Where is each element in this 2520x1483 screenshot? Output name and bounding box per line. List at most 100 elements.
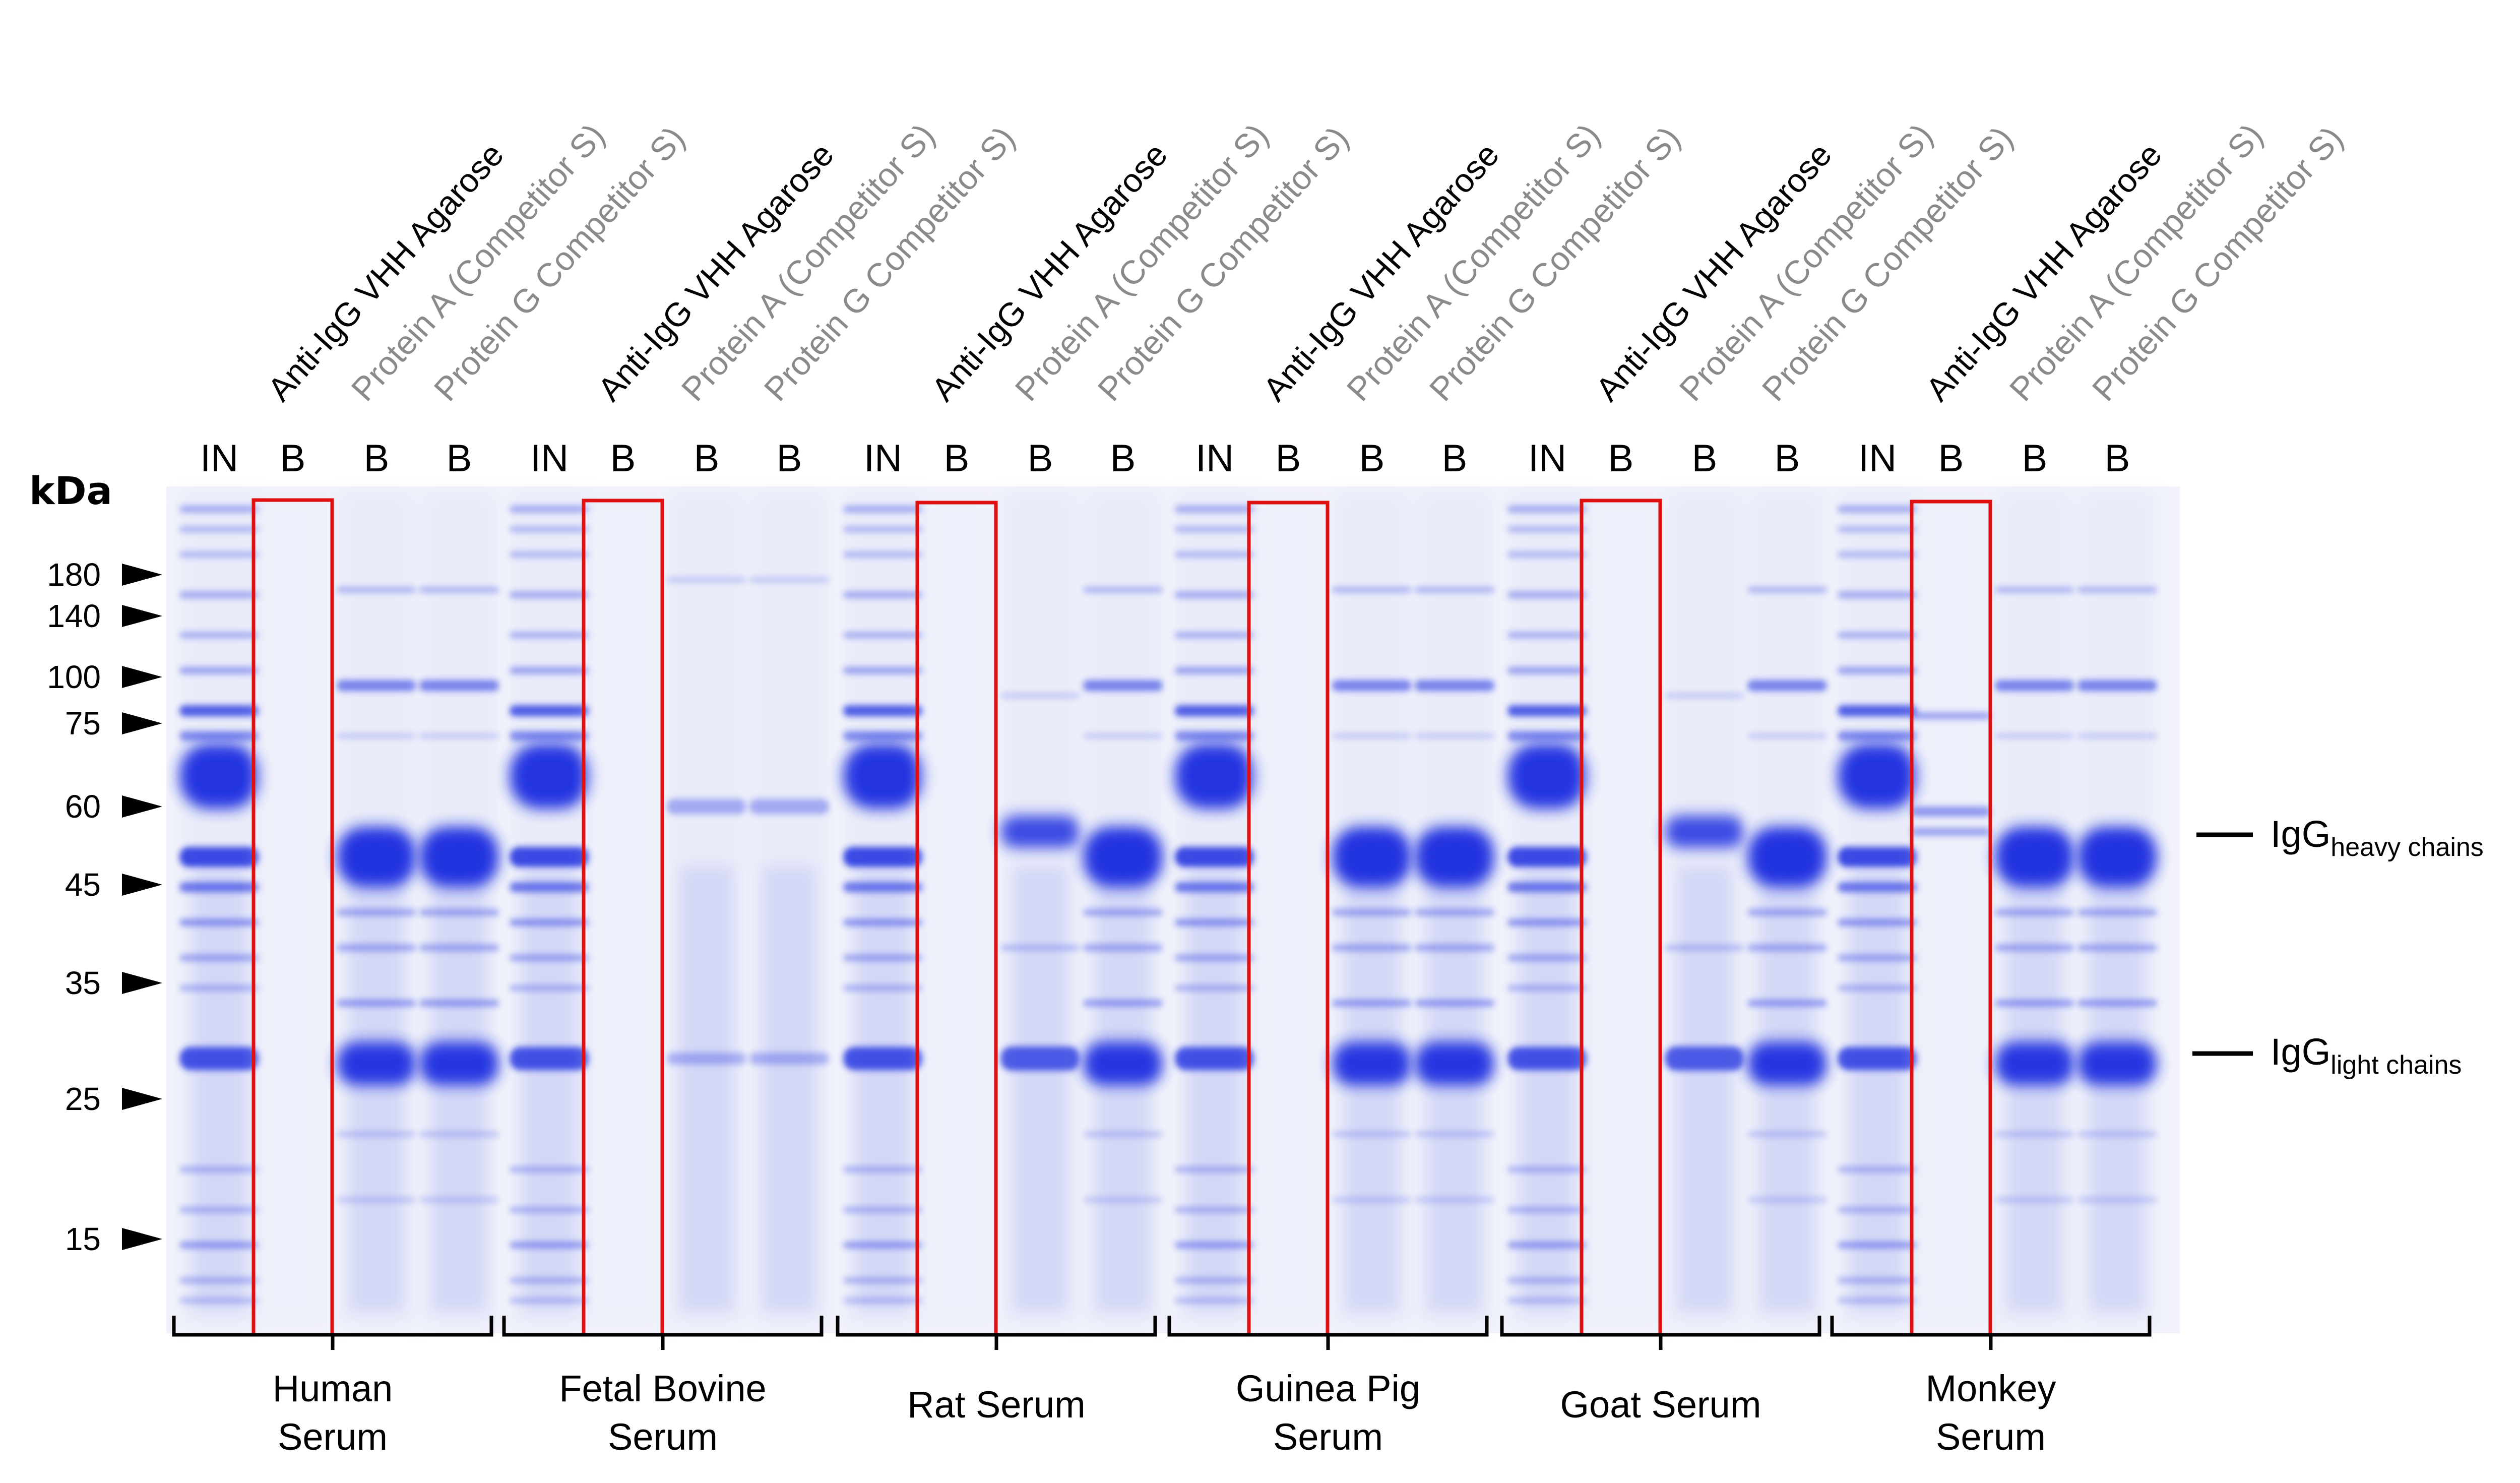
group-bracket	[1500, 1316, 1821, 1350]
group-bracket	[1830, 1316, 2152, 1350]
gel-lane	[1415, 491, 1494, 1326]
igg-heavy-subscript: heavy chains	[2330, 833, 2484, 862]
lane-type-label: B	[1938, 437, 1964, 480]
gel-lane	[1911, 491, 1991, 1326]
group-label-line2: Serum	[1273, 1416, 1383, 1458]
mw-marker-label: 75	[65, 705, 101, 742]
lane-type-label: IN	[1195, 437, 1234, 480]
gel-lane	[585, 491, 661, 1326]
mw-marker-label: 180	[47, 557, 101, 593]
igg-light-subscript: light chains	[2330, 1051, 2462, 1080]
lane-type-label: B	[447, 437, 472, 480]
gel-lanes	[179, 491, 2157, 1326]
mw-marker-label: 35	[65, 965, 101, 1001]
gel-lane	[843, 491, 923, 1326]
lane-type-label: B	[1276, 437, 1301, 480]
gel-lane	[1000, 491, 1080, 1326]
mw-arrow-icon	[122, 712, 162, 734]
mw-arrow-icon	[122, 666, 162, 688]
gel-lane	[1747, 491, 1827, 1326]
gel-lane	[1583, 491, 1659, 1326]
lane-type-label: B	[1359, 437, 1385, 480]
lane-type-label: B	[280, 437, 306, 480]
mw-marker-label: 100	[47, 659, 101, 695]
lane-type-label: B	[2022, 437, 2048, 480]
group-label-line1: Monkey	[1925, 1368, 2056, 1409]
mw-arrow-icon	[122, 874, 162, 896]
gel-lane	[2077, 491, 2157, 1326]
gel-lane	[1507, 491, 1587, 1326]
group-label-line2: Serum	[608, 1416, 718, 1458]
lane-type-label: B	[610, 437, 636, 480]
group-label: Rat Serum	[907, 1384, 1086, 1426]
gel-lane	[510, 491, 589, 1326]
gel-lane	[1083, 491, 1163, 1326]
gel-lane	[337, 491, 416, 1326]
lane-type-label: B	[1692, 437, 1718, 480]
sample-group: Monkey Serum	[1830, 1316, 2152, 1458]
igg-light-label: IgG	[2271, 1031, 2330, 1073]
igg-heavy-label: IgG	[2271, 813, 2330, 855]
lane-type-label: IN	[530, 437, 569, 480]
group-label-line1: Guinea Pig	[1236, 1368, 1420, 1409]
gel-lane	[1332, 491, 1412, 1326]
lane-type-label: IN	[200, 437, 238, 480]
group-label-line2: Serum	[1936, 1416, 2046, 1458]
gel-lane	[419, 491, 499, 1326]
group-label-line2: Serum	[278, 1416, 388, 1458]
gel-lane	[1665, 491, 1744, 1326]
svg-text:IgGlight chains: IgGlight chains	[2271, 1031, 2462, 1080]
sample-group: Guinea Pig Serum	[1167, 1316, 1489, 1458]
sample-group: Human Serum	[172, 1316, 493, 1458]
lane-type-label: IN	[1528, 437, 1566, 480]
gel-lane	[919, 491, 994, 1326]
mw-marker: 60	[65, 788, 162, 825]
mw-marker-label: 15	[65, 1221, 101, 1257]
mw-marker: 180	[47, 557, 162, 593]
igg-heavy-annotation: IgGheavy chains	[2196, 813, 2484, 862]
group-label-line1: Fetal Bovine	[559, 1368, 766, 1409]
mw-marker: 45	[65, 867, 162, 903]
lane-type-label: B	[1775, 437, 1800, 480]
lane-type-label: B	[2105, 437, 2130, 480]
sample-group: Goat Serum	[1500, 1316, 1821, 1426]
mw-arrow-icon	[122, 1088, 162, 1110]
lane-type-label: B	[1110, 437, 1136, 480]
group-label-line1: Human	[273, 1368, 393, 1409]
group-bracket	[836, 1316, 1157, 1350]
group-bracket	[1167, 1316, 1489, 1350]
mw-arrow-icon	[122, 972, 162, 994]
svg-text:IgGheavy chains: IgGheavy chains	[2271, 813, 2484, 862]
lane-type-label: IN	[1858, 437, 1897, 480]
lane-type-labels: IN B B B IN B B B IN B B B IN B B B IN B B B IN B B B	[200, 437, 2130, 480]
mw-marker: 25	[65, 1081, 162, 1117]
mw-marker-ladder: 180 140 100 75 60 45 35 25 15	[47, 557, 162, 1257]
kda-title: kDa	[29, 468, 112, 513]
sample-group: Rat Serum	[836, 1316, 1157, 1426]
lane-type-label: B	[944, 437, 970, 480]
gel-lane	[1995, 491, 2074, 1326]
group-bracket	[502, 1316, 824, 1350]
mw-arrow-icon	[122, 795, 162, 818]
mw-marker: 15	[65, 1221, 162, 1257]
lane-type-label: B	[1608, 437, 1634, 480]
sample-groups: Human Serum Fetal Bovine Serum Rat Serum Guin…	[172, 1316, 2152, 1458]
lane-type-label: B	[777, 437, 802, 480]
group-label: Goat Serum	[1560, 1384, 1761, 1426]
gel-lane	[1250, 491, 1326, 1326]
mw-marker: 75	[65, 705, 162, 742]
mw-marker-label: 45	[65, 867, 101, 903]
gel-lane	[255, 491, 331, 1326]
gel-lane	[667, 491, 746, 1326]
sample-group: Fetal Bovine Serum	[502, 1316, 824, 1458]
mw-marker: 140	[47, 598, 162, 634]
mw-arrow-icon	[122, 605, 162, 627]
lane-type-label: B	[1442, 437, 1468, 480]
gel-lane	[1175, 491, 1254, 1326]
mw-arrow-icon	[122, 564, 162, 586]
mw-marker-label: 140	[47, 598, 101, 634]
mw-marker-label: 25	[65, 1081, 101, 1117]
igg-light-annotation: IgGlight chains	[2192, 1031, 2462, 1080]
